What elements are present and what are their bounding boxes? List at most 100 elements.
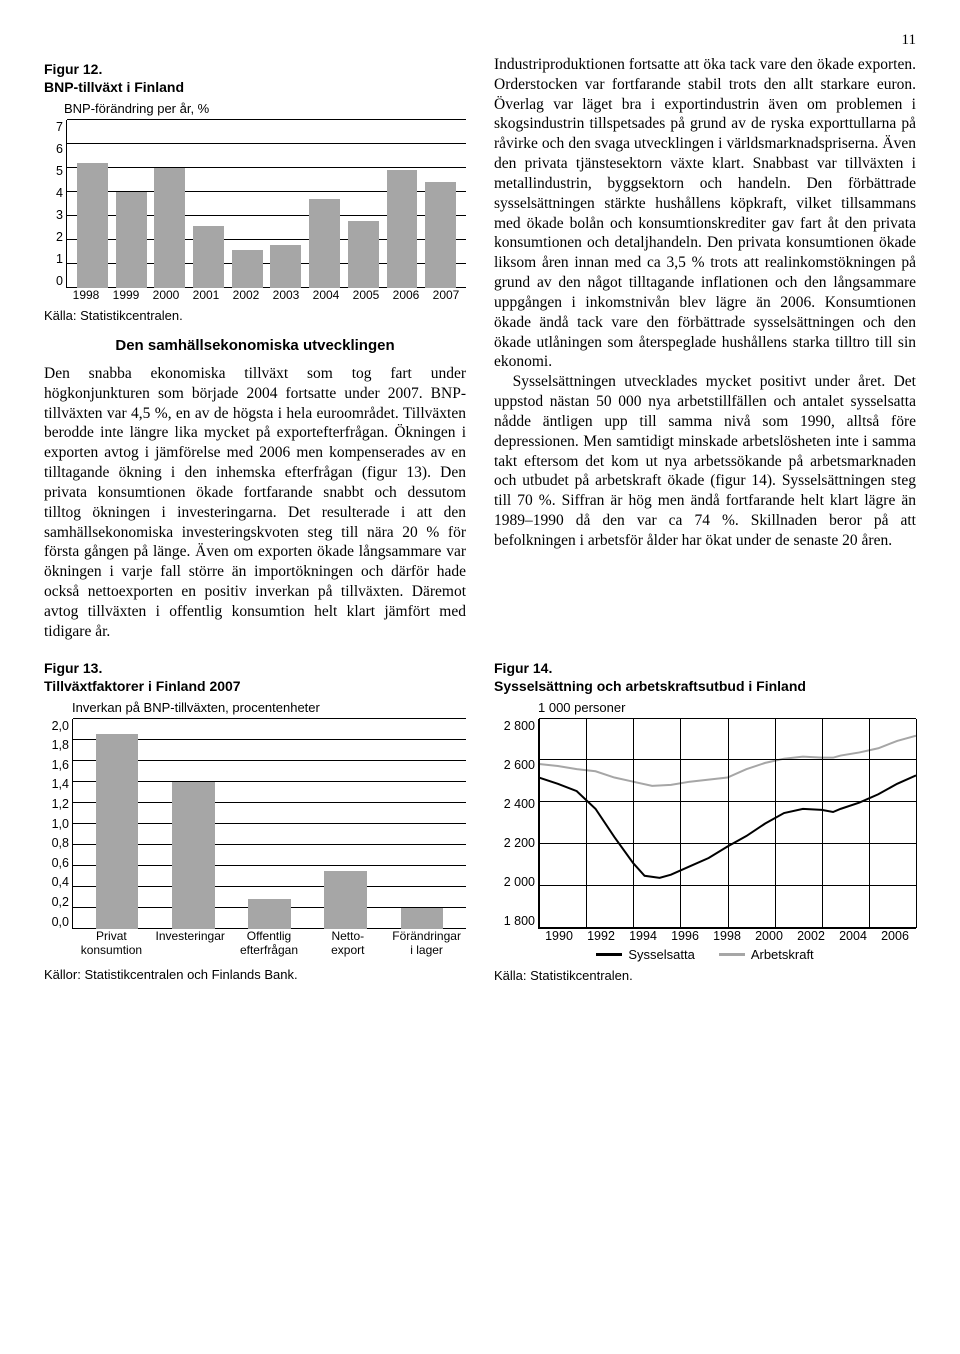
right-paragraph-1: Industriproduktionen fortsatte att öka t… xyxy=(494,55,916,372)
fig12-chart: 01234567 1998199920002001200220032004200… xyxy=(66,120,466,302)
fig13-ytick: 0,6 xyxy=(43,856,69,870)
fig14-axis-label: 1 000 personer xyxy=(538,700,916,715)
fig12-x-categories: 1998199920002001200220032004200520062007 xyxy=(66,288,466,302)
fig13-subtitle: Tillväxtfaktorer i Finland 2007 xyxy=(44,678,466,694)
upper-columns: Figur 12. BNP-tillväxt i Finland BNP-för… xyxy=(44,55,916,642)
fig14-ytick: 2 000 xyxy=(495,875,535,889)
fig12-bar xyxy=(193,226,224,288)
fig12-ytick: 7 xyxy=(45,120,63,134)
fig14-subtitle: Sysselsättning och arbetskraftsutbud i F… xyxy=(494,678,916,694)
fig13-ytick: 1,2 xyxy=(43,797,69,811)
fig12-ytick: 1 xyxy=(45,252,63,266)
fig14-xtick: 2002 xyxy=(790,929,832,943)
fig12-source: Källa: Statistikcentralen. xyxy=(44,308,466,323)
body-text-left: Den snabba ekonomiska tillväxt som tog f… xyxy=(44,364,466,642)
right-paragraph-2: Sysselsättningen utvecklades mycket posi… xyxy=(494,372,916,550)
legend-swatch-arbetskraft xyxy=(719,953,745,956)
right-column: Industriproduktionen fortsatte att öka t… xyxy=(494,55,916,642)
fig14-block: Figur 14. Sysselsättning och arbetskraft… xyxy=(494,654,916,983)
fig14-ytick: 2 200 xyxy=(495,836,535,850)
fig14-xtick: 2006 xyxy=(874,929,916,943)
fig13-ytick: 1,4 xyxy=(43,777,69,791)
fig13-bar xyxy=(96,734,139,928)
fig13-bar xyxy=(324,871,367,929)
fig13-y-labels: 0,0 0,2 0,4 0,6 0,8 1,0 1,2 1,4 1,6 1,8 2,0 xyxy=(43,719,69,929)
legend-item-sysselsatta: Sysselsatta xyxy=(596,947,694,962)
fig13-ytick: 0,8 xyxy=(43,836,69,850)
fig13-chart: 0,00,20,40,60,81,01,21,41,61,82,0 Privat… xyxy=(72,719,466,957)
fig13-ytick: 0,0 xyxy=(43,915,69,929)
fig14-y-labels: 1 8002 0002 2002 4002 6002 800 xyxy=(495,719,535,928)
fig12-bar xyxy=(270,245,301,288)
fig12-x-cat: 1998 xyxy=(66,288,106,302)
fig14-xtick: 1990 xyxy=(538,929,580,943)
fig13-plot xyxy=(73,719,466,929)
fig14-xtick: 1994 xyxy=(622,929,664,943)
fig12-bar xyxy=(309,199,340,288)
fig12-ytick: 6 xyxy=(45,142,63,156)
fig12-x-cat: 2000 xyxy=(146,288,186,302)
fig12-x-cat: 2002 xyxy=(226,288,266,302)
fig12-bar xyxy=(425,182,456,288)
fig12-x-cat: 2006 xyxy=(386,288,426,302)
fig13-bar xyxy=(172,782,215,929)
fig13-ytick: 0,4 xyxy=(43,875,69,889)
fig12-y-labels: 01234567 xyxy=(45,120,63,288)
fig13-ytick: 1,6 xyxy=(43,758,69,772)
fig14-xtick: 1996 xyxy=(664,929,706,943)
fig12-plot xyxy=(67,120,466,288)
fig14-xtick: 2004 xyxy=(832,929,874,943)
fig13-ytick: 1,0 xyxy=(43,817,69,831)
fig13-axis-label: Inverkan på BNP-tillväxten, procentenhet… xyxy=(72,700,466,715)
legend-item-arbetskraft: Arbetskraft xyxy=(719,947,814,962)
fig14-xtick: 1992 xyxy=(580,929,622,943)
fig14-chart: 1 8002 0002 2002 4002 6002 800 199019921… xyxy=(538,719,916,943)
fig14-x-categories: 199019921994199619982000200220042006 xyxy=(538,929,916,943)
fig14-source: Källa: Statistikcentralen. xyxy=(494,968,916,983)
fig14-ytick: 2 600 xyxy=(495,758,535,772)
fig13-title: Figur 13. xyxy=(44,660,466,676)
fig12-ytick: 5 xyxy=(45,164,63,178)
legend-label-1: Arbetskraft xyxy=(751,947,814,962)
fig13-x-cat: Offentligefterfrågan xyxy=(230,929,309,957)
fig12-axis-label: BNP-förändring per år, % xyxy=(64,101,466,116)
fig12-x-cat: 2004 xyxy=(306,288,346,302)
fig14-title: Figur 14. xyxy=(494,660,916,676)
fig12-subtitle: BNP-tillväxt i Finland xyxy=(44,79,466,95)
fig12-bar xyxy=(387,170,418,288)
fig13-ytick: 0,2 xyxy=(43,895,69,909)
fig12-x-cat: 2003 xyxy=(266,288,306,302)
left-paragraph-1: Den snabba ekonomiska tillväxt som tog f… xyxy=(44,364,466,642)
fig13-x-cat: Netto-export xyxy=(308,929,387,957)
fig14-xtick: 1998 xyxy=(706,929,748,943)
fig13-bar xyxy=(248,899,291,928)
fig14-xtick: 2000 xyxy=(748,929,790,943)
fig13-bar xyxy=(401,908,444,929)
fig14-ytick: 2 800 xyxy=(495,719,535,733)
legend-swatch-sysselsatta xyxy=(596,953,622,956)
fig12-bar xyxy=(348,221,379,288)
lower-columns: Figur 13. Tillväxtfaktorer i Finland 200… xyxy=(44,654,916,983)
fig13-x-cat: Förändringari lager xyxy=(387,929,466,957)
fig13-block: Figur 13. Tillväxtfaktorer i Finland 200… xyxy=(44,654,466,983)
fig12-x-cat: 2007 xyxy=(426,288,466,302)
left-column: Figur 12. BNP-tillväxt i Finland BNP-för… xyxy=(44,55,466,642)
fig12-x-cat: 2001 xyxy=(186,288,226,302)
fig12-ytick: 4 xyxy=(45,186,63,200)
fig13-x-categories: PrivatkonsumtionInvesteringarOffentligef… xyxy=(72,929,466,957)
fig12-bar xyxy=(232,250,263,288)
fig13-ytick: 2,0 xyxy=(43,719,69,733)
fig12-ytick: 2 xyxy=(45,230,63,244)
fig14-legend: Sysselsatta Arbetskraft xyxy=(494,947,916,962)
fig13-x-cat: Privatkonsumtion xyxy=(72,929,151,957)
fig12-ytick: 0 xyxy=(45,274,63,288)
fig13-source: Källor: Statistikcentralen och Finlands … xyxy=(44,967,466,982)
fig12-x-cat: 1999 xyxy=(106,288,146,302)
fig12-title: Figur 12. xyxy=(44,61,466,77)
fig13-ytick: 1,8 xyxy=(43,738,69,752)
fig13-x-cat: Investeringar xyxy=(151,929,230,957)
page-number: 11 xyxy=(44,32,916,49)
fig12-bar xyxy=(154,168,185,288)
fig12-x-cat: 2005 xyxy=(346,288,386,302)
legend-label-0: Sysselsatta xyxy=(628,947,694,962)
